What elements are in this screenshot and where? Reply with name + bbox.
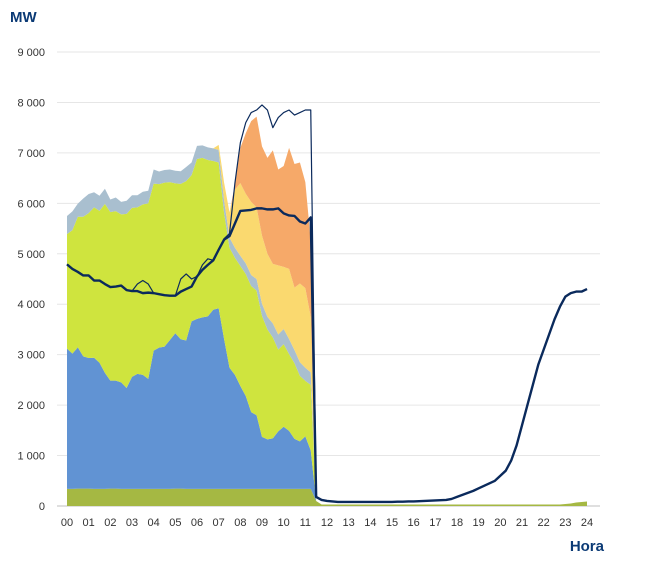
x-tick-label: 11 [300,517,311,529]
x-tick-label: 10 [278,517,290,529]
x-tick-label: 18 [451,517,463,529]
y-tick-label: 4 000 [17,299,45,311]
x-tick-label: 08 [234,517,246,529]
x-tick-label: 07 [213,517,225,529]
x-tick-label: 01 [83,517,95,529]
y-tick-label: 2 000 [17,400,45,412]
x-tick-label: 02 [104,517,116,529]
x-axis-label: Hora [570,538,605,555]
x-tick-label: 21 [516,517,528,529]
x-tick-label: 09 [256,517,268,529]
x-tick-label: 03 [126,517,138,529]
y-tick-label: 1 000 [17,451,45,463]
x-tick-label: 05 [169,517,181,529]
x-tick-label: 12 [321,517,333,529]
y-tick-label: 0 [39,501,45,513]
area-series-2 [67,308,587,505]
y-tick-label: 6 000 [17,198,45,210]
x-tick-label: 06 [191,517,203,529]
y-tick-label: 5 000 [17,249,45,261]
x-tick-label: 04 [148,517,160,529]
area-series-3 [67,157,587,505]
x-tick-label: 13 [343,517,355,529]
y-tick-label: 8 000 [17,97,45,109]
x-tick-labels: 00 01 02 03 04 05 06 07 08 09 10 11 12 13 14 15 16 17 18 19… [61,517,593,529]
y-tick-labels: 0 1 000 2 000 3 000 4 000 5 000 6 000 7 000 8 00… [17,47,45,513]
x-tick-label: 16 [408,517,420,529]
area-series-1 [67,488,587,506]
series-lines [66,104,588,504]
x-tick-label: 24 [581,517,593,529]
line-series-2 [66,104,588,503]
y-tick-label: 7 000 [17,148,45,160]
x-tick-label: 15 [386,517,398,529]
x-tick-label: 23 [559,517,571,529]
x-tick-label: 19 [473,517,485,529]
stacked-areas [67,116,587,506]
x-tick-label: 22 [538,517,550,529]
x-tick-label: 20 [494,517,506,529]
y-tick-label: 9 000 [17,47,45,59]
x-tick-label: 17 [429,517,441,529]
x-tick-label: 14 [364,517,376,529]
y-axis-label: MW [10,9,37,26]
y-tick-label: 3 000 [17,350,45,362]
x-tick-label: 00 [61,517,73,529]
